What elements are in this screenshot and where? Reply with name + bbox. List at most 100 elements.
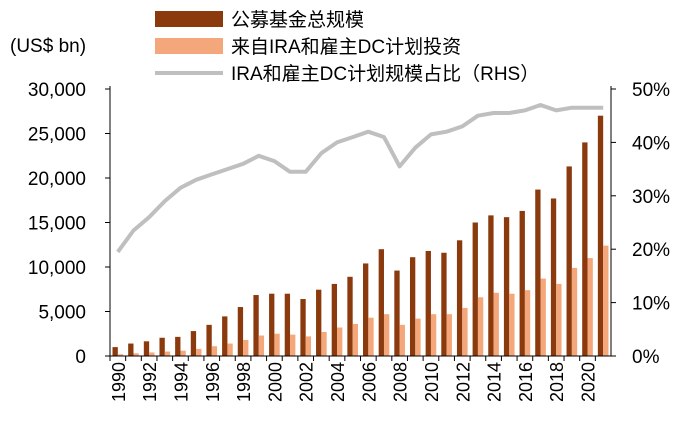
bar-total-fund-2018 [550, 198, 557, 356]
left-tick-label: 30,000 [28, 80, 86, 101]
bar-ira-dc-2008 [399, 324, 405, 356]
bar-total-fund-2020 [582, 142, 588, 356]
bar-total-fund-2019 [566, 166, 572, 356]
bar-ira-dc-2007 [383, 314, 390, 356]
bar-ira-dc-1992 [149, 352, 155, 356]
bar-total-fund-2001 [284, 293, 291, 356]
bar-ira-dc-1994 [180, 350, 186, 356]
bar-total-fund-2006 [363, 263, 369, 356]
bar-ira-dc-2014 [493, 292, 499, 356]
bar-ira-dc-2001 [290, 334, 296, 356]
unit-label: (US$ bn) [10, 36, 86, 57]
bar-ira-dc-1996 [211, 346, 218, 356]
legend: 公募基金总规模 来自IRA和雇主DC计划投资 IRA和雇主DC计划规模占比（RH… [155, 9, 539, 85]
bar-ira-dc-1997 [227, 343, 233, 356]
bar-ira-dc-1991 [133, 353, 139, 356]
axes: 0 5,000 10,000 15,000 20,000 25,000 30,000 0% 10… [28, 80, 670, 402]
left-tick-label: 15,000 [28, 214, 86, 235]
bar-ira-dc-2005 [352, 323, 358, 356]
legend-swatch-ira-dc [155, 38, 223, 54]
bar-total-fund-2013 [472, 222, 478, 356]
bar-total-fund-1999 [253, 295, 259, 356]
bar-total-fund-2008 [394, 270, 400, 356]
bar-ira-dc-1998 [243, 339, 249, 356]
bar-ira-dc-2019 [571, 267, 578, 356]
bar-total-fund-1994 [175, 336, 181, 356]
bar-total-fund-2004 [331, 283, 338, 356]
x-tick-label: 2008 [391, 362, 411, 402]
bar-ira-dc-1995 [196, 348, 202, 356]
bar-total-fund-2010 [425, 250, 431, 356]
left-tick-label: 10,000 [28, 258, 86, 279]
bar-total-fund-1998 [237, 307, 244, 356]
bar-total-fund-2012 [456, 240, 463, 356]
bar-ira-dc-2018 [556, 283, 562, 356]
left-tick-label: 5,000 [38, 303, 86, 324]
bar-total-fund-1991 [128, 343, 134, 356]
bar-total-fund-2009 [409, 257, 416, 356]
bar-ira-dc-2011 [446, 314, 452, 356]
bar-ira-dc-2009 [415, 318, 421, 356]
bar-ira-dc-2000 [274, 333, 280, 356]
legend-label-share-line: IRA和雇主DC计划规模占比（RHS） [231, 63, 539, 85]
bar-ira-dc-2013 [477, 297, 484, 356]
bar-total-fund-1997 [222, 316, 228, 356]
right-tick-label: 0% [632, 347, 660, 368]
right-tick-label: 50% [632, 80, 670, 101]
x-tick-label: 1998 [234, 362, 254, 402]
x-tick-label: 1996 [203, 362, 223, 402]
left-tick-label: 0 [75, 347, 86, 368]
bar-ira-dc-2006 [368, 317, 374, 356]
x-tick-label: 2010 [422, 362, 442, 402]
bar-ira-dc-1990 [117, 354, 124, 356]
x-tick-label: 2012 [453, 362, 473, 402]
x-tick-label: 1992 [140, 362, 160, 402]
bar-total-fund-1993 [159, 337, 165, 356]
bar-ira-dc-1993 [164, 351, 171, 356]
right-tick-label: 30% [632, 187, 670, 208]
bar-total-fund-2000 [269, 293, 275, 356]
bar-total-fund-1992 [143, 341, 150, 356]
bar-ira-dc-2002 [305, 336, 312, 356]
x-tick-label: 1990 [109, 362, 129, 402]
legend-label-total-fund: 公募基金总规模 [231, 9, 364, 31]
right-tick-label: 20% [632, 240, 670, 261]
x-tick-label: 2004 [328, 362, 348, 402]
bar-ira-dc-1999 [258, 335, 265, 356]
bar-total-fund-2005 [347, 276, 353, 356]
left-tick-label: 25,000 [28, 125, 86, 146]
bar-total-fund-2011 [441, 252, 447, 356]
bar-total-fund-1990 [112, 347, 118, 356]
x-tick-label: 2006 [359, 362, 379, 402]
x-tick-label: 2020 [579, 362, 599, 402]
left-tick-label: 20,000 [28, 169, 86, 190]
bar-total-fund-2014 [488, 215, 494, 356]
x-tick-label: 2018 [547, 362, 567, 402]
bar-total-fund-1995 [190, 331, 197, 356]
bar-total-fund-2015 [503, 217, 510, 356]
bar-ira-dc-2017 [540, 278, 546, 356]
x-tick-label: 2000 [265, 362, 285, 402]
bar-ira-dc-2003 [321, 331, 327, 356]
right-tick-label: 40% [632, 133, 670, 154]
bar-total-fund-2002 [300, 299, 306, 356]
x-tick-label: 1994 [171, 362, 191, 402]
bar-total-fund-2017 [535, 189, 541, 356]
x-tick-label: 2014 [485, 362, 505, 402]
plot-area [112, 103, 609, 356]
bar-total-fund-2003 [316, 289, 322, 356]
legend-swatch-total-fund [155, 11, 223, 27]
bar-ira-dc-2016 [524, 290, 531, 356]
bar-total-fund-1996 [206, 324, 212, 356]
bar-total-fund-2021 [597, 115, 604, 356]
legend-label-ira-dc: 来自IRA和雇主DC计划投资 [231, 36, 461, 58]
bar-ira-dc-2010 [430, 314, 437, 356]
right-tick-label: 10% [632, 294, 670, 315]
bar-ira-dc-2004 [337, 327, 343, 356]
x-tick-label: 2016 [516, 362, 536, 402]
bar-total-fund-2007 [378, 249, 384, 356]
bar-total-fund-2016 [519, 210, 525, 356]
bar-ira-dc-2012 [462, 307, 468, 356]
line-share-rhs [116, 103, 604, 254]
